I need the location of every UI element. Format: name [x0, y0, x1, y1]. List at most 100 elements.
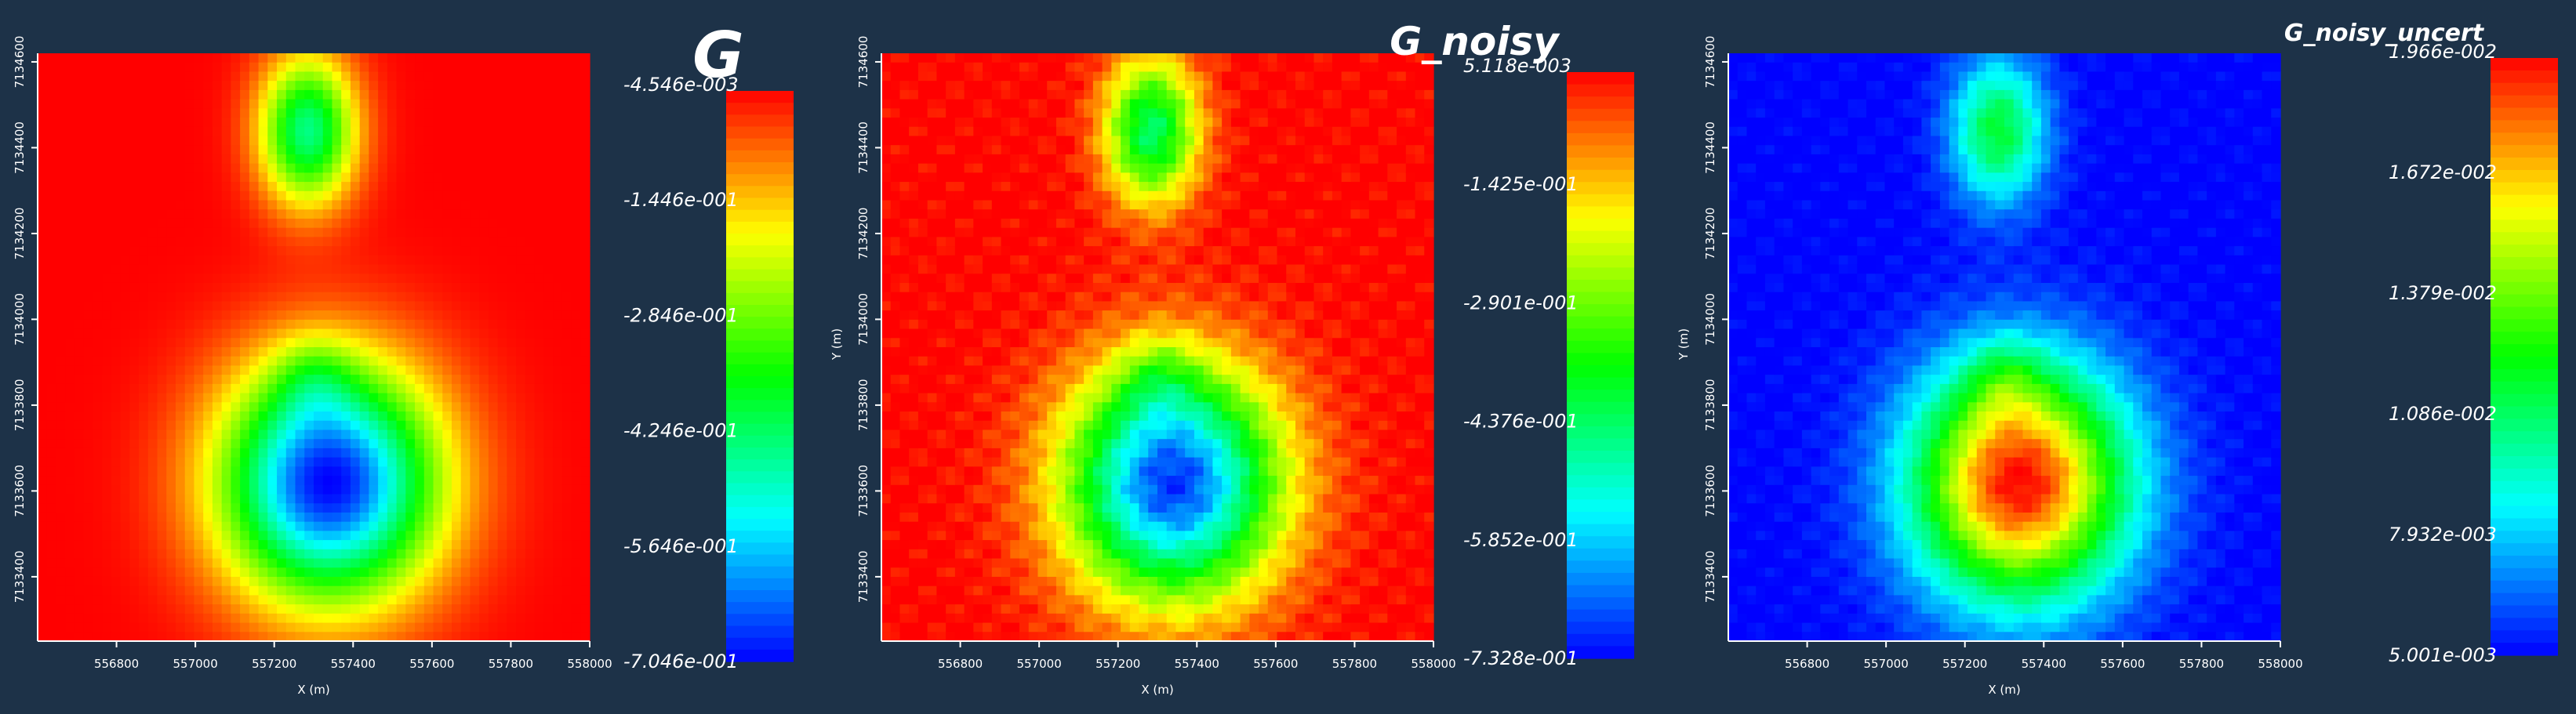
heatmap-cell — [946, 136, 956, 146]
heatmap-cell — [74, 585, 85, 596]
heatmap-cell — [194, 89, 204, 100]
heatmap-cell — [359, 365, 369, 375]
heatmap-cell — [369, 163, 379, 173]
heatmap-cell — [1019, 622, 1030, 632]
heatmap-cell — [212, 365, 223, 375]
heatmap-cell — [332, 429, 342, 440]
heatmap-cell — [543, 89, 554, 100]
heatmap-cell — [369, 246, 379, 256]
heatmap-cell — [378, 328, 388, 339]
heatmap-cell — [369, 182, 379, 192]
heatmap-cell — [231, 595, 241, 605]
heatmap-cell — [452, 531, 462, 541]
heatmap-cell — [470, 227, 480, 237]
heatmap-cell — [304, 365, 314, 375]
heatmap-cell — [525, 448, 536, 458]
heatmap-cell — [359, 604, 369, 614]
heatmap-cell — [111, 99, 122, 109]
heatmap-cell — [488, 172, 499, 183]
heatmap-cell — [304, 255, 314, 266]
heatmap-cell — [488, 604, 499, 614]
heatmap-cell — [322, 282, 333, 293]
heatmap-cell — [927, 604, 937, 614]
heatmap-cell — [580, 595, 590, 605]
heatmap-cell — [378, 310, 388, 321]
heatmap-cell — [488, 393, 499, 403]
heatmap-cell — [946, 274, 956, 284]
heatmap-cell — [936, 411, 946, 422]
heatmap-cell — [580, 622, 590, 632]
heatmap-cell — [442, 466, 452, 477]
heatmap-cell — [46, 71, 57, 82]
heatmap-cell — [899, 466, 910, 477]
heatmap-cell — [332, 365, 342, 375]
heatmap-cell — [543, 476, 554, 486]
heatmap-cell — [553, 576, 563, 587]
heatmap-cell — [350, 393, 361, 403]
heatmap-cell — [423, 383, 434, 394]
heatmap-cell — [194, 200, 204, 210]
heatmap-cell — [378, 484, 388, 495]
heatmap-cell — [460, 310, 471, 321]
heatmap-cell — [295, 393, 305, 403]
heatmap-cell — [38, 246, 48, 256]
heatmap-cell — [322, 429, 333, 440]
heatmap-cell — [120, 365, 130, 375]
heatmap-cell — [1010, 393, 1020, 403]
heatmap-cell — [423, 163, 434, 173]
heatmap-cell — [580, 549, 590, 560]
heatmap-cell — [359, 448, 369, 458]
heatmap-cell — [899, 439, 910, 449]
heatmap-cell — [1019, 301, 1030, 311]
heatmap-cell — [954, 255, 965, 266]
heatmap-cell — [378, 476, 388, 486]
heatmap-cell — [295, 585, 305, 596]
heatmap-cell — [157, 62, 167, 73]
heatmap-cell — [479, 172, 489, 183]
heatmap-cell — [553, 457, 563, 467]
heatmap-cell — [322, 108, 333, 118]
heatmap-cell — [120, 632, 130, 642]
heatmap-cell — [946, 347, 956, 357]
heatmap-cell — [580, 411, 590, 422]
heatmap-cell — [203, 484, 213, 495]
heatmap-cell — [571, 172, 581, 183]
heatmap-cell — [304, 383, 314, 394]
heatmap-cell — [917, 383, 928, 394]
heatmap-cell — [433, 503, 443, 513]
heatmap-cell — [534, 466, 544, 477]
heatmap-cell — [946, 328, 956, 339]
heatmap-cell — [378, 439, 388, 449]
heatmap-cell — [56, 595, 66, 605]
heatmap-cell — [516, 585, 526, 596]
heatmap-cell — [433, 466, 443, 477]
heatmap-cell — [166, 567, 176, 578]
heatmap-cell — [571, 576, 581, 587]
y-tick-label: 7133600 — [13, 465, 27, 517]
heatmap-cell — [396, 53, 406, 63]
heatmap-cell — [917, 172, 928, 183]
heatmap-cell — [157, 182, 167, 192]
heatmap-cell — [378, 604, 388, 614]
heatmap-cell — [295, 246, 305, 256]
heatmap-cell — [433, 53, 443, 63]
heatmap-cell — [1019, 182, 1030, 192]
heatmap-cell — [166, 118, 176, 128]
heatmap-cell — [1028, 356, 1039, 367]
heatmap-cell — [917, 558, 928, 568]
heatmap-cell — [1019, 365, 1030, 375]
heatmap-cell — [881, 126, 892, 137]
heatmap-cell — [1019, 558, 1030, 568]
heatmap-cell — [129, 227, 140, 237]
heatmap-cell — [267, 549, 278, 560]
heatmap-cell — [543, 292, 554, 303]
heatmap-cell — [341, 136, 351, 146]
heatmap-cell — [1001, 89, 1011, 100]
heatmap-cell — [442, 365, 452, 375]
heatmap-cell — [267, 439, 278, 449]
heatmap-cell — [415, 292, 425, 303]
heatmap-cell — [65, 558, 75, 568]
heatmap-cell — [470, 319, 480, 330]
heatmap-cell — [65, 172, 75, 183]
heatmap-cell — [991, 558, 1002, 568]
